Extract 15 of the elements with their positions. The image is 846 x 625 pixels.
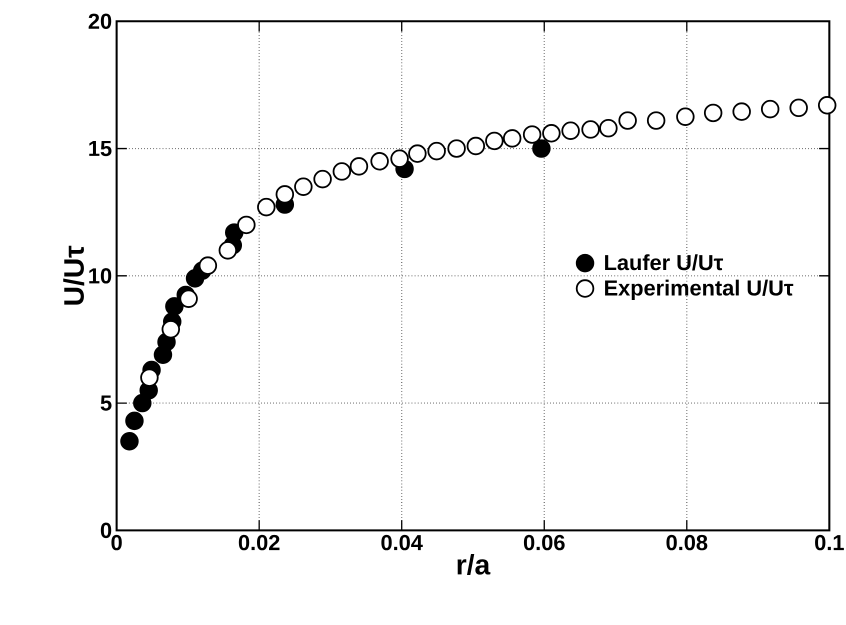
x-tick-label: 0.06 [524,534,565,550]
x-tick-label: 0.08 [666,534,708,550]
y-tick-label: 0 [100,522,112,538]
y-tick-label: 5 [100,396,112,411]
x-tick-label: 0.1 [815,534,844,550]
x-tick-label: 0 [111,534,122,550]
y-axis-title: U/Uτ [63,246,84,305]
legend-label: Experimental U/Uτ [605,280,794,300]
x-tick-label: 0.02 [238,534,280,550]
legend-label: Laufer U/Uτ [605,254,724,271]
y-tick-label: 15 [89,141,112,156]
x-tick-label: 0.04 [381,534,423,550]
y-tick-label: 20 [88,14,112,30]
x-axis-title: r/a [458,554,490,576]
y-tick-label: 10 [89,268,112,284]
